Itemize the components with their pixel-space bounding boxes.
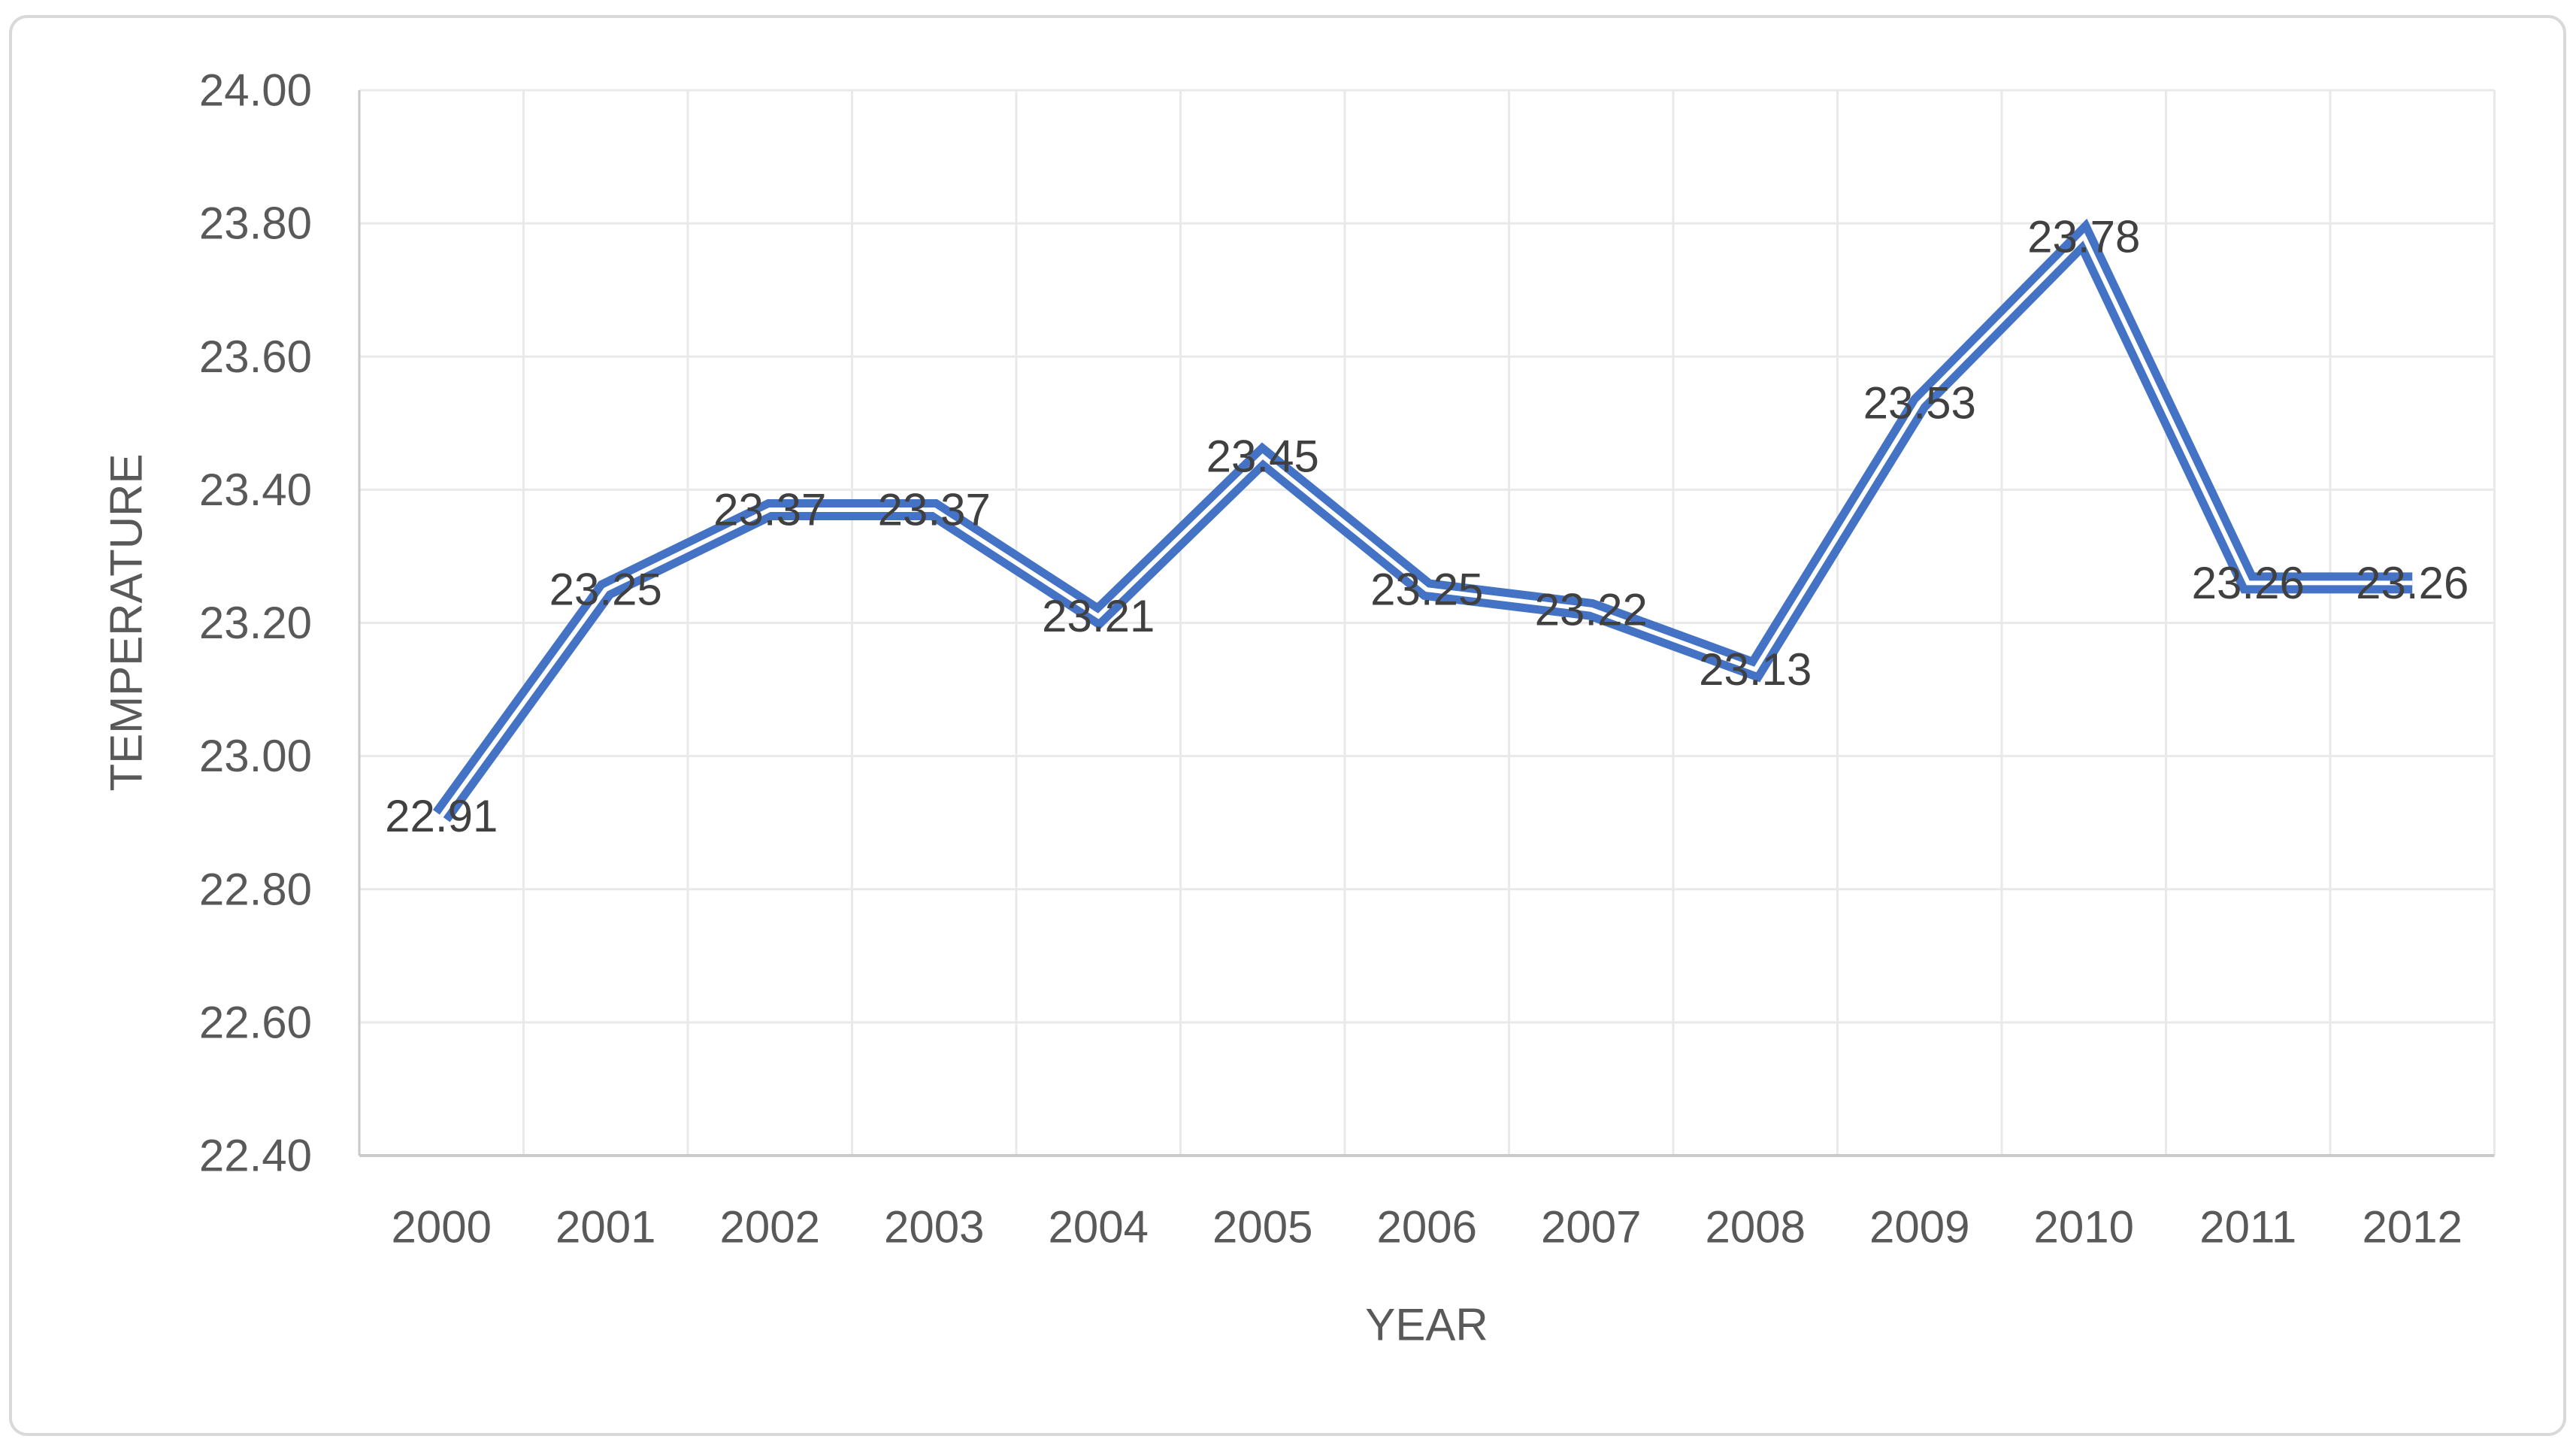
data-label: 22.91	[385, 791, 498, 841]
gridlines	[359, 89, 2496, 1156]
x-tick-label: 2010	[2034, 1202, 2134, 1253]
data-label: 23.37	[713, 484, 826, 535]
y-tick-label: 23.00	[199, 731, 312, 781]
data-label: 23.37	[878, 484, 991, 535]
data-label: 23.13	[1699, 644, 1812, 695]
x-tick-label: 2008	[1706, 1202, 1806, 1253]
x-tick-label: 2005	[1212, 1202, 1312, 1253]
temperature-line-inner	[439, 232, 2413, 818]
x-tick-label: 2002	[720, 1202, 820, 1253]
y-tick-label: 22.40	[199, 1131, 312, 1181]
x-tick-label: 2012	[2363, 1202, 2462, 1253]
x-tick-label: 2007	[1541, 1202, 1641, 1253]
temperature-series	[432, 218, 2413, 822]
y-tick-label: 23.40	[199, 465, 312, 515]
y-tick-label: 23.60	[199, 332, 312, 382]
y-tick-label: 23.20	[199, 598, 312, 648]
data-label: 23.53	[1863, 378, 1976, 429]
y-axis-title: TEMPERATURE	[101, 454, 152, 792]
x-tick-label: 2009	[1869, 1202, 1969, 1253]
x-tick-label: 2004	[1049, 1202, 1149, 1253]
x-axis-tick-labels: 2000 2001 2002 2003 2004 2005 2006 2007 2008 2009…	[392, 1202, 2462, 1253]
chart-border	[9, 15, 2566, 1436]
y-tick-label: 22.80	[199, 864, 312, 914]
x-axis-title: YEAR	[1365, 1300, 1488, 1350]
data-label: 23.26	[2356, 558, 2469, 608]
y-axis-tick-labels: 24.00 23.80 23.60 23.40 23.20 23.00 22.80 22.60…	[199, 65, 312, 1181]
y-tick-label: 24.00	[199, 65, 312, 116]
data-labels: 22.91 23.25 23.37 23.37 23.21 23.45 23.25 23.22…	[385, 211, 2469, 841]
data-label: 23.22	[1535, 584, 1648, 635]
data-label: 23.78	[2027, 211, 2140, 262]
data-label: 23.25	[1370, 565, 1483, 615]
data-label: 23.25	[549, 565, 662, 615]
x-tick-label: 2006	[1377, 1202, 1477, 1253]
y-tick-label: 22.60	[199, 997, 312, 1047]
x-tick-label: 2001	[555, 1202, 655, 1253]
x-tick-label: 2000	[392, 1202, 492, 1253]
y-tick-label: 23.80	[199, 198, 312, 249]
axis-lines	[358, 90, 2495, 1157]
data-label: 23.21	[1042, 591, 1155, 641]
x-tick-label: 2003	[884, 1202, 984, 1253]
x-tick-label: 2011	[2199, 1202, 2296, 1253]
data-label: 23.26	[2192, 558, 2305, 608]
data-label: 23.45	[1206, 432, 1319, 482]
